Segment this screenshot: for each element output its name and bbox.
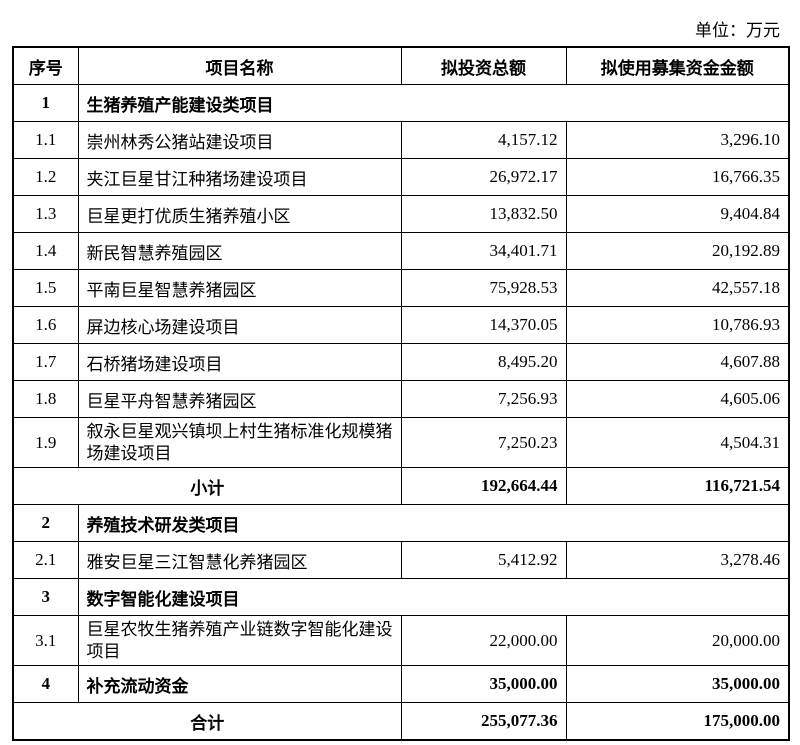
raised-funds: 3,296.10 [565, 121, 790, 159]
raised-funds: 16,766.35 [565, 158, 790, 196]
project-name: 雅安巨星三江智慧化养猪园区 [77, 541, 402, 579]
total-label: 合计 [12, 702, 402, 741]
total-row: 小计 192,664.44 116,721.54 [12, 467, 790, 505]
total-investment: 5,412.92 [400, 541, 567, 579]
table-row: 1.1 崇州林秀公猪站建设项目 4,157.12 3,296.10 [12, 121, 790, 159]
raised-funds: 10,786.93 [565, 306, 790, 344]
total-investment: 75,928.53 [400, 269, 567, 307]
project-name: 屏边核心场建设项目 [77, 306, 402, 344]
raised-funds: 4,504.31 [565, 417, 790, 468]
project-name: 叙永巨星观兴镇坝上村生猪标准化规模猪场建设项目 [77, 417, 402, 468]
row-seq: 4 [12, 665, 79, 703]
fund-use-table: 序号 项目名称 拟投资总额 拟使用募集资金金额 1 生猪养殖产能建设类项目 1.1 崇… [12, 46, 790, 741]
category-name: 生猪养殖产能建设类项目 [77, 84, 790, 122]
row-seq: 1.2 [12, 158, 79, 196]
table-row: 1.5 平南巨星智慧养猪园区 75,928.53 42,557.18 [12, 269, 790, 307]
table-row: 1.6 屏边核心场建设项目 14,370.05 10,786.93 [12, 306, 790, 344]
row-seq: 1.3 [12, 195, 79, 233]
row-seq: 1.9 [12, 417, 79, 468]
row-seq: 3 [12, 578, 79, 616]
table-row: 1.9 叙永巨星观兴镇坝上村生猪标准化规模猪场建设项目 7,250.23 4,504.… [12, 417, 790, 468]
table-row: 1.7 石桥猪场建设项目 8,495.20 4,607.88 [12, 343, 790, 381]
table-row: 1.8 巨星平舟智慧养猪园区 7,256.93 4,605.06 [12, 380, 790, 418]
header-raised-funds: 拟使用募集资金金额 [565, 46, 790, 85]
raised-funds: 116,721.54 [565, 467, 790, 505]
table-row: 1.3 巨星更打优质生猪养殖小区 13,832.50 9,404.84 [12, 195, 790, 233]
total-investment: 34,401.71 [400, 232, 567, 270]
total-investment: 26,972.17 [400, 158, 567, 196]
total-investment: 22,000.00 [400, 615, 567, 666]
raised-funds: 20,192.89 [565, 232, 790, 270]
total-investment: 7,256.93 [400, 380, 567, 418]
project-name: 巨星平舟智慧养猪园区 [77, 380, 402, 418]
header-project-name: 项目名称 [77, 46, 402, 85]
total-investment: 255,077.36 [400, 702, 567, 741]
row-seq: 1.5 [12, 269, 79, 307]
total-investment: 7,250.23 [400, 417, 567, 468]
raised-funds: 20,000.00 [565, 615, 790, 666]
total-investment: 8,495.20 [400, 343, 567, 381]
category-row: 1 生猪养殖产能建设类项目 [12, 84, 790, 122]
table-row: 1.2 夹江巨星甘江种猪场建设项目 26,972.17 16,766.35 [12, 158, 790, 196]
row-seq: 2.1 [12, 541, 79, 579]
total-investment: 14,370.05 [400, 306, 567, 344]
table-header-row: 序号 项目名称 拟投资总额 拟使用募集资金金额 [12, 46, 790, 85]
total-investment: 192,664.44 [400, 467, 567, 505]
row-seq: 1 [12, 84, 79, 122]
table-body: 1 生猪养殖产能建设类项目 1.1 崇州林秀公猪站建设项目 4,157.12 3,296.… [12, 84, 790, 741]
table-row: 3.1 巨星农牧生猪养殖产业链数字智能化建设项目 22,000.00 20,000.0… [12, 615, 790, 666]
category-name: 养殖技术研发类项目 [77, 504, 790, 542]
row-seq: 3.1 [12, 615, 79, 666]
table-row: 4 补充流动资金 35,000.00 35,000.00 [12, 665, 790, 703]
raised-funds: 4,605.06 [565, 380, 790, 418]
project-name: 补充流动资金 [77, 665, 402, 703]
row-seq: 1.4 [12, 232, 79, 270]
project-name: 崇州林秀公猪站建设项目 [77, 121, 402, 159]
total-investment: 4,157.12 [400, 121, 567, 159]
category-row: 3 数字智能化建设项目 [12, 578, 790, 616]
row-seq: 1.8 [12, 380, 79, 418]
header-seq: 序号 [12, 46, 79, 85]
row-seq: 2 [12, 504, 79, 542]
raised-funds: 42,557.18 [565, 269, 790, 307]
total-investment: 13,832.50 [400, 195, 567, 233]
project-name: 石桥猪场建设项目 [77, 343, 402, 381]
total-label: 小计 [12, 467, 402, 505]
project-name: 平南巨星智慧养猪园区 [77, 269, 402, 307]
project-name: 巨星农牧生猪养殖产业链数字智能化建设项目 [77, 615, 402, 666]
category-name: 数字智能化建设项目 [77, 578, 790, 616]
total-row: 合计 255,077.36 175,000.00 [12, 702, 790, 741]
unit-label: 单位：万元 [695, 21, 780, 40]
category-row: 2 养殖技术研发类项目 [12, 504, 790, 542]
project-name: 巨星更打优质生猪养殖小区 [77, 195, 402, 233]
total-investment: 35,000.00 [400, 665, 567, 703]
raised-funds: 9,404.84 [565, 195, 790, 233]
table-row: 2.1 雅安巨星三江智慧化养猪园区 5,412.92 3,278.46 [12, 541, 790, 579]
raised-funds: 4,607.88 [565, 343, 790, 381]
row-seq: 1.1 [12, 121, 79, 159]
project-name: 新民智慧养殖园区 [77, 232, 402, 270]
header-total-investment: 拟投资总额 [400, 46, 567, 85]
table-row: 1.4 新民智慧养殖园区 34,401.71 20,192.89 [12, 232, 790, 270]
raised-funds: 3,278.46 [565, 541, 790, 579]
raised-funds: 175,000.00 [565, 702, 790, 741]
row-seq: 1.7 [12, 343, 79, 381]
row-seq: 1.6 [12, 306, 79, 344]
raised-funds: 35,000.00 [565, 665, 790, 703]
project-name: 夹江巨星甘江种猪场建设项目 [77, 158, 402, 196]
